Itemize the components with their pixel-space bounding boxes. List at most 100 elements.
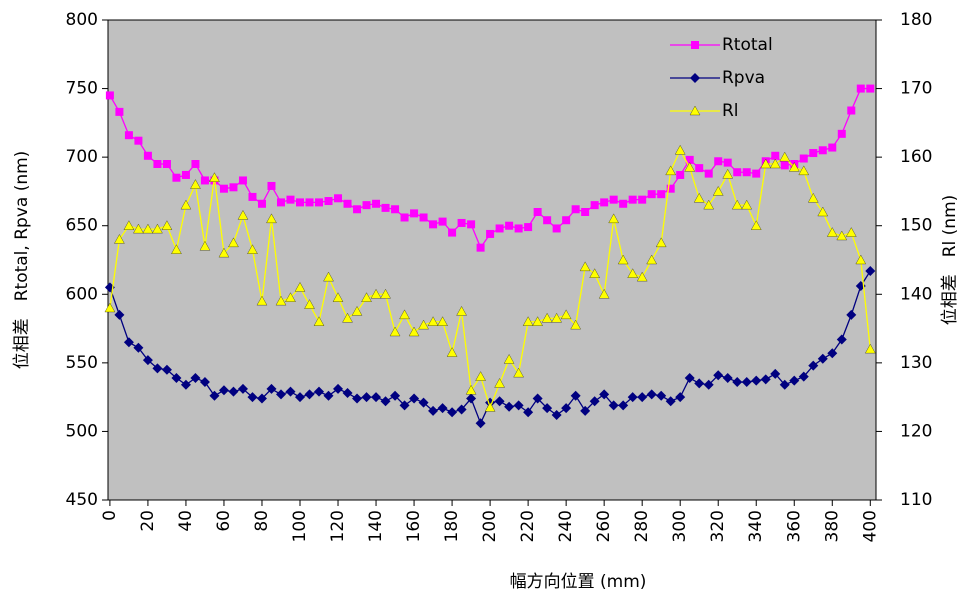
- marker: [693, 192, 705, 203]
- marker: [171, 244, 182, 254]
- marker: [799, 154, 808, 163]
- marker: [476, 243, 485, 252]
- marker: [579, 261, 591, 272]
- marker: [152, 223, 163, 234]
- y2-tick-label: 130: [900, 353, 932, 373]
- marker: [769, 158, 781, 169]
- x-tick-label: 380: [822, 510, 842, 542]
- marker: [524, 223, 533, 232]
- marker: [218, 385, 229, 396]
- marker: [313, 316, 325, 326]
- marker: [543, 216, 552, 225]
- y2-tick-label: 110: [900, 490, 932, 510]
- x-tick-label: 100: [290, 510, 310, 542]
- x-tick-label: 160: [404, 510, 424, 542]
- marker: [731, 199, 743, 210]
- marker: [608, 400, 619, 411]
- legend-label: Rpva: [722, 68, 765, 88]
- marker: [760, 374, 771, 385]
- marker: [410, 209, 419, 218]
- marker: [695, 164, 704, 173]
- marker: [267, 181, 276, 190]
- marker: [817, 206, 829, 217]
- marker: [827, 227, 838, 237]
- marker: [742, 168, 751, 177]
- x-tick-label: 240: [556, 510, 576, 542]
- marker: [638, 195, 647, 204]
- marker: [361, 292, 372, 302]
- marker: [760, 158, 771, 169]
- marker: [789, 162, 800, 172]
- marker: [504, 401, 515, 412]
- marker: [153, 160, 162, 168]
- marker: [751, 375, 762, 386]
- marker: [114, 234, 125, 244]
- marker: [741, 199, 752, 210]
- marker: [609, 195, 618, 204]
- marker: [438, 217, 447, 226]
- marker: [542, 403, 553, 414]
- marker: [855, 254, 867, 265]
- marker: [808, 360, 819, 371]
- marker: [200, 176, 209, 185]
- x-tick-label: 260: [594, 510, 614, 542]
- marker: [105, 91, 114, 100]
- marker: [798, 165, 810, 176]
- marker: [371, 392, 382, 403]
- marker: [690, 73, 700, 83]
- marker: [561, 403, 572, 414]
- marker: [304, 389, 315, 400]
- marker: [257, 199, 266, 208]
- marker: [514, 224, 523, 233]
- marker: [334, 194, 343, 203]
- marker: [353, 205, 362, 214]
- y2-axis-label: 位相差 Rl (nm): [940, 195, 960, 326]
- x-tick-label: 120: [328, 510, 348, 542]
- marker: [362, 201, 371, 210]
- marker: [533, 208, 542, 216]
- marker: [694, 378, 705, 389]
- marker: [237, 210, 249, 220]
- y-tick-label: 450: [66, 490, 98, 510]
- marker: [372, 199, 381, 208]
- marker: [199, 240, 211, 251]
- marker: [351, 306, 363, 316]
- marker: [429, 220, 438, 229]
- marker: [361, 392, 372, 403]
- marker: [619, 199, 628, 208]
- marker: [305, 198, 314, 207]
- plot-area: [107, 19, 877, 501]
- marker: [551, 409, 562, 420]
- marker: [503, 354, 515, 364]
- x-tick-label: 20: [138, 510, 158, 532]
- x-tick-label: 0: [100, 510, 120, 521]
- marker: [285, 292, 296, 302]
- marker: [685, 155, 694, 164]
- marker: [161, 220, 173, 230]
- marker: [190, 372, 201, 383]
- marker: [209, 390, 220, 401]
- marker: [827, 348, 838, 359]
- marker: [723, 158, 732, 167]
- marker: [646, 254, 657, 265]
- marker: [143, 151, 152, 160]
- marker: [798, 371, 809, 382]
- marker: [465, 384, 477, 395]
- marker: [266, 213, 277, 224]
- y-tick-label: 550: [66, 353, 98, 373]
- marker: [399, 400, 410, 411]
- marker: [712, 186, 724, 196]
- marker: [722, 372, 733, 383]
- marker: [570, 319, 581, 330]
- marker: [513, 400, 524, 411]
- marker: [256, 393, 267, 404]
- marker: [646, 389, 657, 400]
- y-tick-label: 600: [66, 284, 98, 304]
- marker: [665, 396, 676, 407]
- marker: [457, 218, 466, 227]
- marker: [229, 183, 238, 192]
- x-tick-label: 40: [176, 510, 196, 532]
- marker: [123, 337, 134, 348]
- marker: [628, 195, 637, 204]
- marker: [523, 407, 534, 418]
